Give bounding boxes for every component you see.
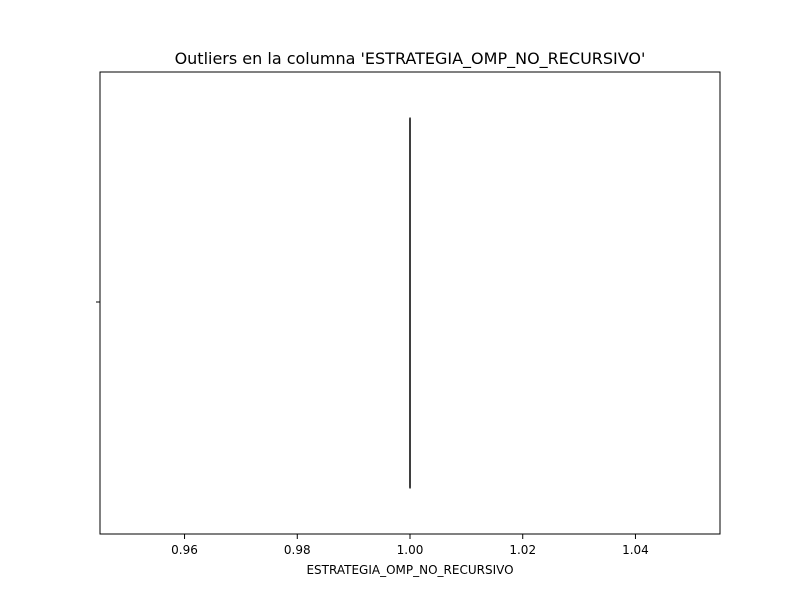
x-axis-label: ESTRATEGIA_OMP_NO_RECURSIVO (306, 563, 513, 577)
x-axis-tick-label: 1.02 (509, 543, 536, 557)
x-axis-tick-label: 1.04 (622, 543, 649, 557)
x-axis-tick-label: 0.98 (284, 543, 311, 557)
chart-title: Outliers en la columna 'ESTRATEGIA_OMP_N… (175, 49, 646, 69)
x-axis-ticks: 0.96 0.98 1.00 1.02 1.04 (171, 534, 649, 557)
x-axis-tick-label: 1.00 (397, 543, 424, 557)
x-axis-tick-label: 0.96 (171, 543, 198, 557)
